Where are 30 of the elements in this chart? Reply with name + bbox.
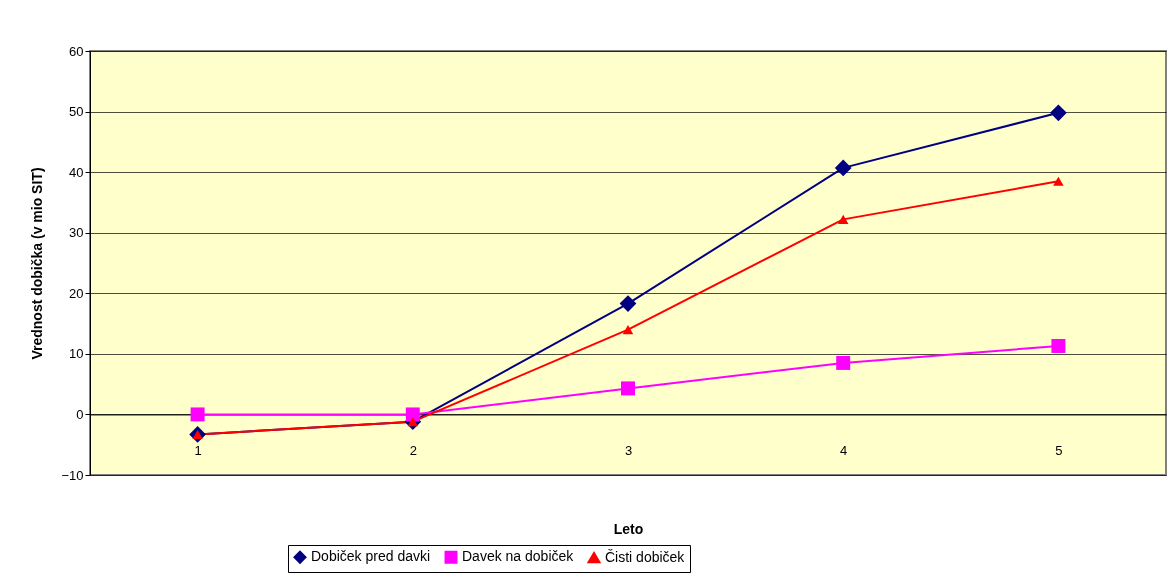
point (622, 325, 634, 335)
x-axis-title: Leto (613, 520, 644, 537)
point (1051, 339, 1066, 353)
y-tick-label: 60 (69, 43, 84, 59)
x-tick-label: 3 (624, 442, 633, 458)
y-tick-label: 50 (69, 104, 84, 120)
y-tick-label: 30 (69, 225, 84, 241)
point (836, 355, 851, 370)
point (1053, 176, 1064, 186)
point (190, 407, 205, 422)
legend-label: Čisti dobiček (605, 548, 686, 565)
x-tick-label: 1 (194, 442, 202, 458)
point (619, 295, 637, 312)
point (837, 214, 849, 224)
point (405, 407, 420, 422)
y-tick-label: 10 (69, 346, 84, 362)
y-axis-title: Vrednost dobička (v mio SIT) (29, 167, 46, 360)
y-tick-label: 20 (69, 285, 84, 301)
point (834, 159, 852, 177)
point (407, 417, 419, 427)
x-tick-label: 5 (1055, 442, 1063, 458)
x-tick-label: 2 (409, 442, 417, 458)
y-tick-label: 0 (76, 406, 84, 422)
y-tick-label: 40 (69, 164, 84, 180)
legend-label: Dobiček pred davki (311, 548, 431, 565)
point (1050, 104, 1067, 122)
y-tick-label: −10 (61, 467, 84, 483)
x-tick-label: 4 (840, 442, 848, 458)
legend-label: Davek na dobiček (462, 548, 575, 565)
point (621, 381, 635, 396)
